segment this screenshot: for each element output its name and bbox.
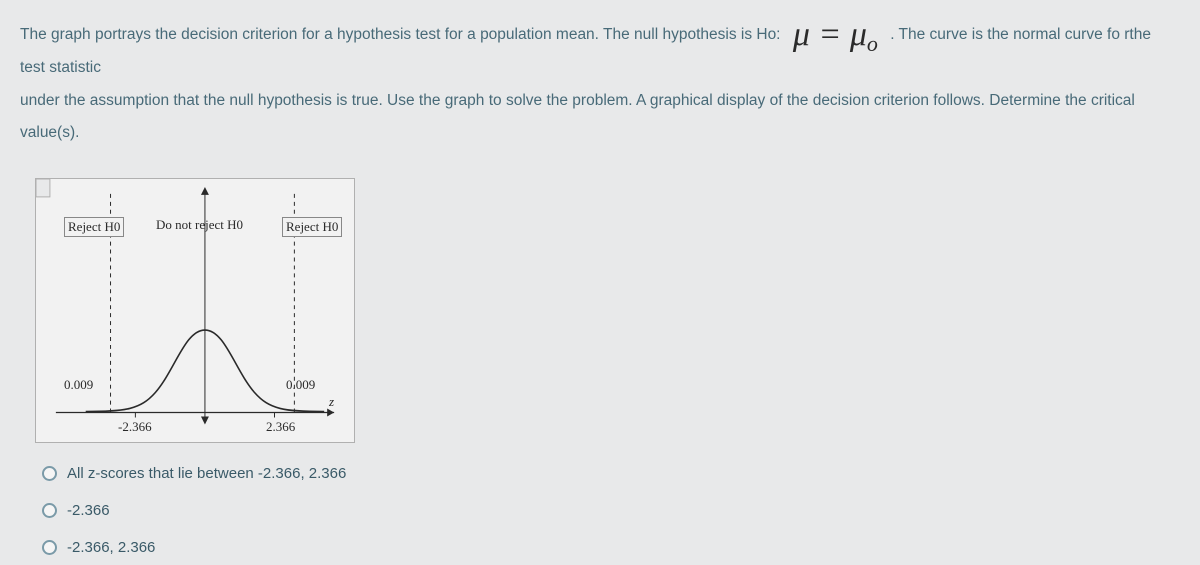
- decision-criterion-graph: Reject H0 Do not reject H0 Reject H0 0.0…: [35, 178, 355, 443]
- option-row[interactable]: -2.366, 2.366: [42, 539, 1180, 556]
- label-area-right: 0.009: [286, 377, 315, 393]
- option-label: -2.366: [67, 502, 110, 519]
- option-row[interactable]: -2.366: [42, 502, 1180, 519]
- radio-icon[interactable]: [42, 503, 57, 518]
- formula-main: μ = μ: [793, 16, 867, 53]
- formula: μ = μo: [793, 18, 878, 52]
- label-reject-right: Reject H0: [282, 217, 342, 237]
- label-reject-left: Reject H0: [64, 217, 124, 237]
- q-line2: under the assumption that the null hypot…: [20, 92, 1135, 142]
- option-label: All z-scores that lie between -2.366, 2.…: [67, 465, 346, 482]
- label-crit-left: -2.366: [118, 419, 152, 435]
- formula-sub: o: [867, 31, 878, 56]
- question-text: The graph portrays the decision criterio…: [20, 18, 1180, 150]
- label-do-not-reject: Do not reject H0: [156, 217, 243, 233]
- q-part1: The graph portrays the decision criterio…: [20, 26, 785, 43]
- answer-options: All z-scores that lie between -2.366, 2.…: [42, 465, 1180, 556]
- label-area-left: 0.009: [64, 377, 93, 393]
- option-label: -2.366, 2.366: [67, 539, 155, 556]
- label-axis-var: z: [329, 394, 334, 410]
- radio-icon[interactable]: [42, 540, 57, 555]
- radio-icon[interactable]: [42, 466, 57, 481]
- label-crit-right: 2.366: [266, 419, 295, 435]
- option-row[interactable]: All z-scores that lie between -2.366, 2.…: [42, 465, 1180, 482]
